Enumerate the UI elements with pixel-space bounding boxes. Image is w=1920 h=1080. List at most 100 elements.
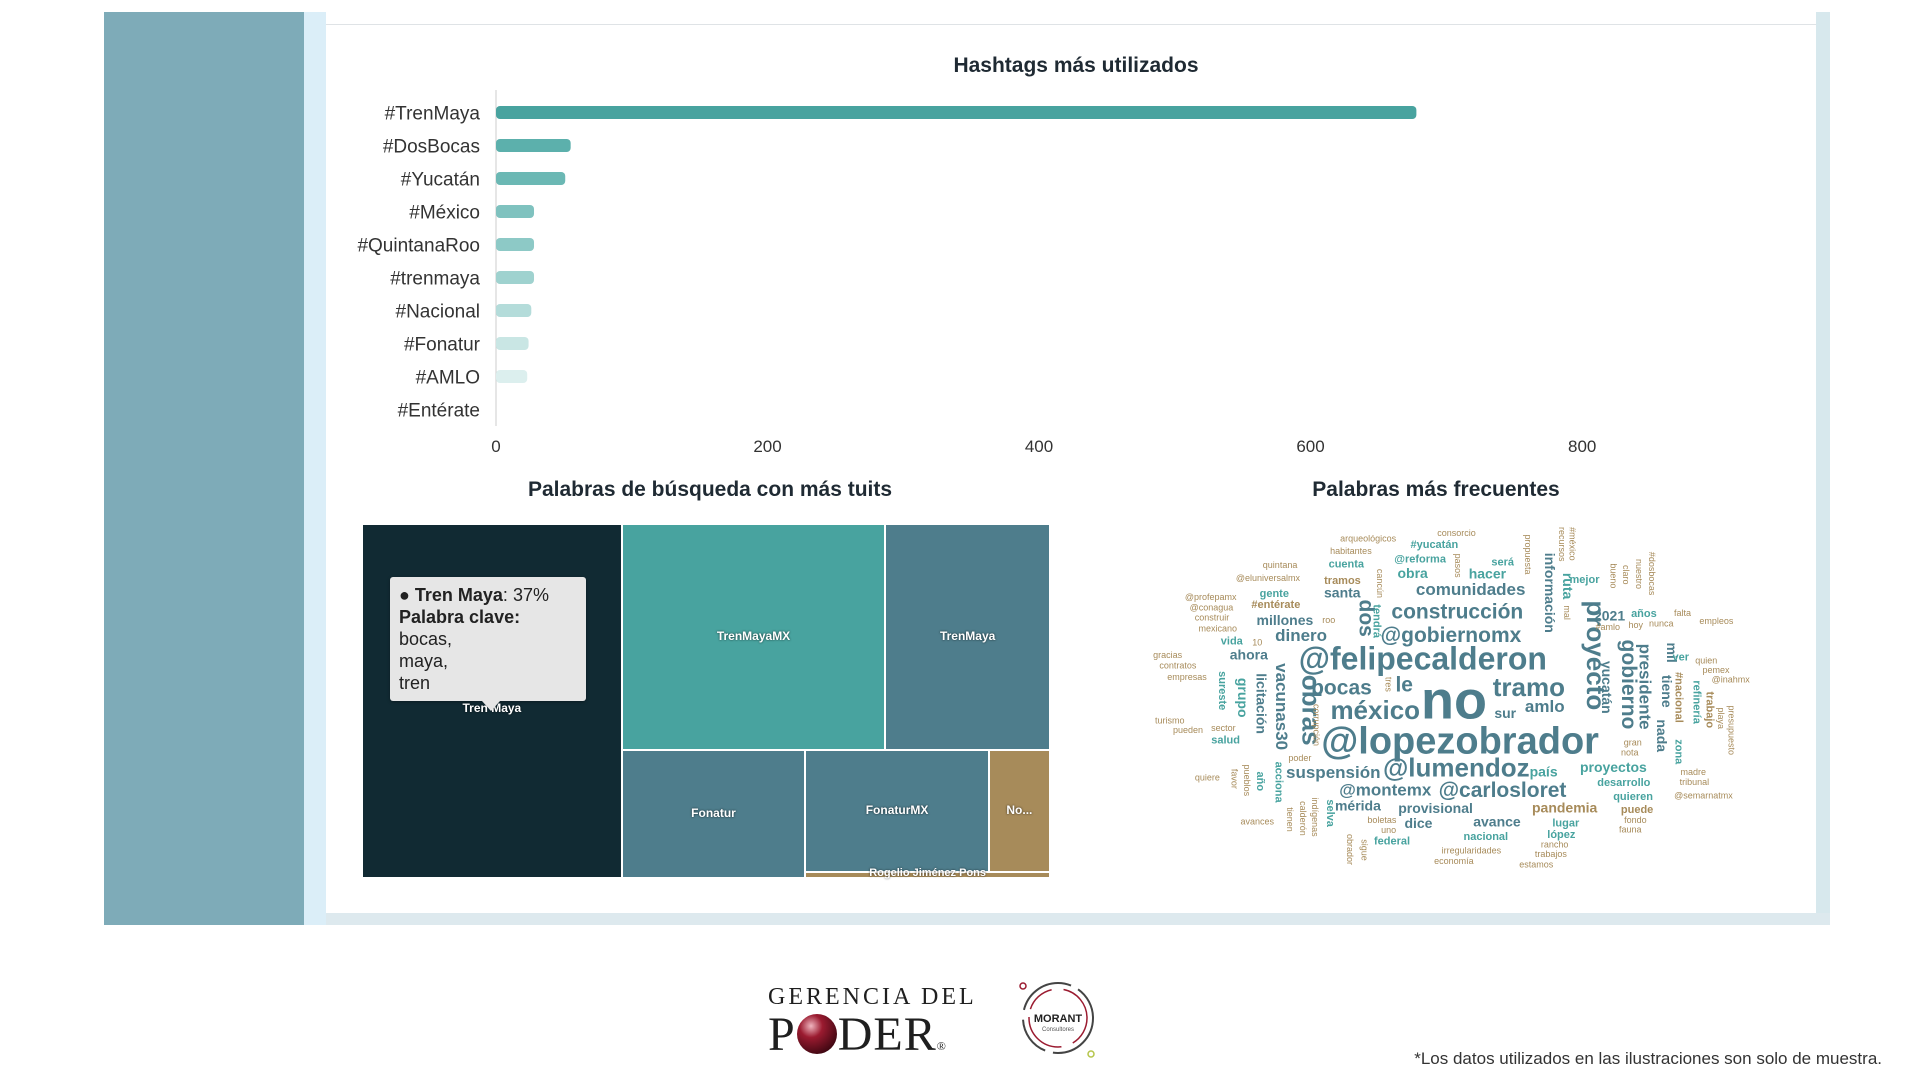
cloud-word: gente (1260, 588, 1289, 600)
bar[interactable] (496, 172, 566, 185)
morant-dot-icon (1087, 1050, 1095, 1058)
treemap-cell-label: Rogelio Jiménez Pons (869, 867, 986, 880)
cloud-word: propuesta (1523, 534, 1533, 574)
tooltip-keywords: bocas, maya, tren (399, 629, 453, 693)
cloud-word: playa (1716, 708, 1726, 730)
cloud-word: amlo (1525, 697, 1565, 716)
cloud-word: @carlosloret (1439, 779, 1567, 802)
bar[interactable] (496, 304, 532, 317)
treemap-cell-label: FonaturMX (865, 803, 929, 818)
cloud-word: sureste (1216, 671, 1228, 710)
logo-orb-icon (796, 1014, 837, 1054)
cloud-word: mérida (1335, 798, 1381, 814)
cloud-word: gobierno (1617, 640, 1640, 730)
cloud-word: información (1542, 553, 1558, 633)
cloud-word: empresas (1167, 672, 1207, 682)
cloud-word: favor (1230, 769, 1240, 789)
bar-category-label: #AMLO (416, 368, 480, 389)
cloud-word: suspensión (1286, 763, 1380, 782)
bar-category-label: #Fonatur (404, 335, 481, 356)
hashtag-bar-chart: #TrenMaya #DosBocas #Yucatán #México #Quinta… (357, 90, 1596, 456)
cloud-word: sigue (1360, 839, 1370, 861)
tooltip-keyword-label: Palabra clave: (399, 607, 521, 627)
cloud-word: boletas (1367, 815, 1397, 825)
cloud-word: trabajos (1535, 849, 1568, 859)
cloud-word: le (1395, 674, 1413, 697)
treemap-cell[interactable] (885, 524, 1050, 751)
treemap-cell[interactable] (805, 750, 989, 873)
cloud-word: santa (1324, 585, 1361, 601)
bar[interactable] (496, 337, 529, 350)
cloud-word: obra (1397, 565, 1428, 581)
cloud-word: federal (1374, 835, 1410, 847)
cloud-word: trabajo (1704, 691, 1716, 728)
cloud-word: dinero (1275, 626, 1327, 645)
cloud-word: vacunas30 (1272, 663, 1291, 750)
bar[interactable] (496, 271, 535, 284)
cloud-word: #amlo (1595, 622, 1620, 632)
bar[interactable] (496, 370, 528, 383)
treemap-cell-label: Fonatur (691, 806, 736, 821)
cloud-word: tendrá (1370, 604, 1382, 639)
cloud-word: ahora (1230, 646, 1268, 662)
bar-category-label: #QuintanaRoo (357, 236, 480, 257)
cloud-word: refinería (1691, 680, 1703, 724)
treemap-cell[interactable] (805, 872, 1050, 878)
cloud-word: puede (1621, 804, 1653, 816)
cloud-word: comunidades (1416, 580, 1526, 599)
cloud-word: mil (1664, 643, 1680, 663)
cloud-word: país (1530, 764, 1558, 780)
bar[interactable] (496, 205, 535, 218)
cloud-word: arqueológicos (1340, 533, 1397, 543)
cloud-word: #méxico (1568, 527, 1578, 561)
cloud-word: acciona (1272, 762, 1284, 804)
cloud-word: nacional (1463, 831, 1508, 843)
logo-bottom-text: P DER® (768, 1011, 977, 1070)
cloud-word: @lopezobrador (1321, 720, 1599, 762)
cloud-word: hacer (1469, 566, 1507, 582)
treemap-cell[interactable] (621, 524, 886, 751)
cloud-word: hoy (1628, 620, 1643, 630)
tooltip-line-keywords: Palabra clave: bocas, maya, tren (399, 606, 577, 694)
cloud-word: irregularidades (1442, 846, 1502, 856)
cloud-word: cancún (1375, 569, 1385, 598)
bar-chart-title: Hashtags más utilizados (953, 54, 1199, 77)
cloud-word: 2021 (1594, 608, 1625, 624)
treemap-cell[interactable] (621, 750, 806, 878)
cloud-word: uno (1381, 825, 1396, 835)
bar[interactable] (496, 139, 571, 152)
cloud-word: @gobiernomx (1381, 624, 1522, 647)
cloud-word: #yucatán (1410, 539, 1458, 551)
bar-category-label: #DosBocas (383, 137, 480, 158)
cloud-word: #dosbocas (1647, 552, 1657, 596)
treemap-cell[interactable] (988, 750, 1050, 873)
cloud-word: construcción (1391, 601, 1523, 624)
tooltip-name: Tren Maya (414, 585, 503, 605)
cloud-word: dice (1404, 815, 1432, 831)
morant-inner-ring-icon (1028, 988, 1088, 1048)
bar[interactable] (496, 106, 1417, 119)
cloud-word: selva (1324, 799, 1336, 827)
cloud-word: presupuesto (1727, 705, 1737, 755)
morant-name: MORANT (1034, 1013, 1083, 1025)
cloud-word: contratos (1159, 660, 1197, 670)
cloud-word: lópez (1547, 829, 1576, 841)
morant-sub: Consultores (1042, 1027, 1074, 1033)
cloud-word: desarrollo (1597, 777, 1650, 789)
cloud-word: @montemx (1339, 781, 1432, 800)
cloud-word: quiere (1195, 773, 1220, 783)
cloud-word: pueden (1173, 725, 1203, 735)
sample-data-footnote: *Los datos utilizados en las ilustracion… (1414, 1049, 1882, 1068)
cloud-word: lugar (1552, 817, 1580, 829)
cloud-word: poder (1288, 753, 1311, 763)
morant-consultores-logo: MORANT Consultores (1019, 982, 1095, 1058)
cloud-word: tribunal (1680, 777, 1710, 787)
cloud-word: ruta (1560, 573, 1576, 600)
cloud-word: @felipecalderon (1299, 641, 1547, 677)
cloud-word: roo (1322, 615, 1335, 625)
treemap-cell-label: TrenMayaMX (716, 629, 791, 644)
bar[interactable] (496, 238, 535, 251)
cloud-word: @profepamx (1185, 592, 1237, 602)
x-tick-label: 0 (491, 437, 500, 456)
